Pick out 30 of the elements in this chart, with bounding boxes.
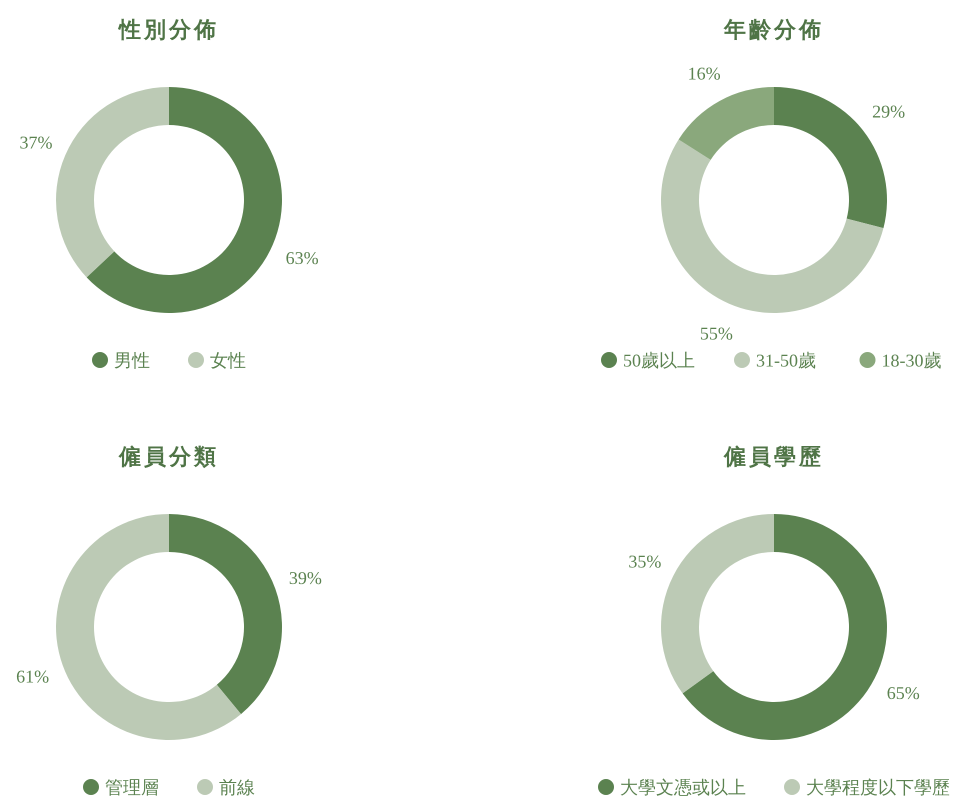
data-label: 55% bbox=[700, 323, 733, 344]
donut-slice bbox=[169, 514, 282, 714]
donut-slice bbox=[86, 87, 282, 313]
legend-label: 31-50歲 bbox=[756, 350, 816, 370]
data-label: 39% bbox=[288, 568, 322, 588]
legend-label: 大學文憑或以上 bbox=[620, 777, 746, 798]
data-label: 37% bbox=[19, 132, 52, 153]
data-label: 63% bbox=[286, 248, 319, 268]
legend-label: 管理層 bbox=[105, 777, 159, 798]
donut-slice bbox=[661, 139, 884, 313]
legend-label: 18-30歲 bbox=[882, 350, 942, 370]
data-label: 61% bbox=[16, 666, 50, 686]
data-label: 16% bbox=[688, 63, 721, 84]
donut-slice bbox=[56, 87, 169, 278]
donut-slice bbox=[56, 514, 242, 740]
data-label: 65% bbox=[886, 683, 920, 704]
data-label: 35% bbox=[628, 551, 662, 572]
chart-title: 年齡分佈 bbox=[723, 17, 824, 42]
legend-label: 50歲以上 bbox=[623, 350, 695, 370]
legend-label: 男性 bbox=[114, 350, 150, 370]
donut-slice bbox=[661, 514, 774, 694]
donut-slice bbox=[678, 87, 774, 160]
data-label: 29% bbox=[872, 101, 906, 122]
chart-title: 僱員分類 bbox=[118, 444, 219, 469]
chart-title: 僱員學歷 bbox=[723, 444, 824, 469]
legend-label: 女性 bbox=[210, 350, 246, 370]
chart-title: 性別分佈 bbox=[117, 17, 219, 42]
donut-slice bbox=[682, 514, 887, 740]
legend-label: 前線 bbox=[219, 777, 255, 798]
legend-label: 大學程度以下學歷 bbox=[806, 777, 950, 798]
